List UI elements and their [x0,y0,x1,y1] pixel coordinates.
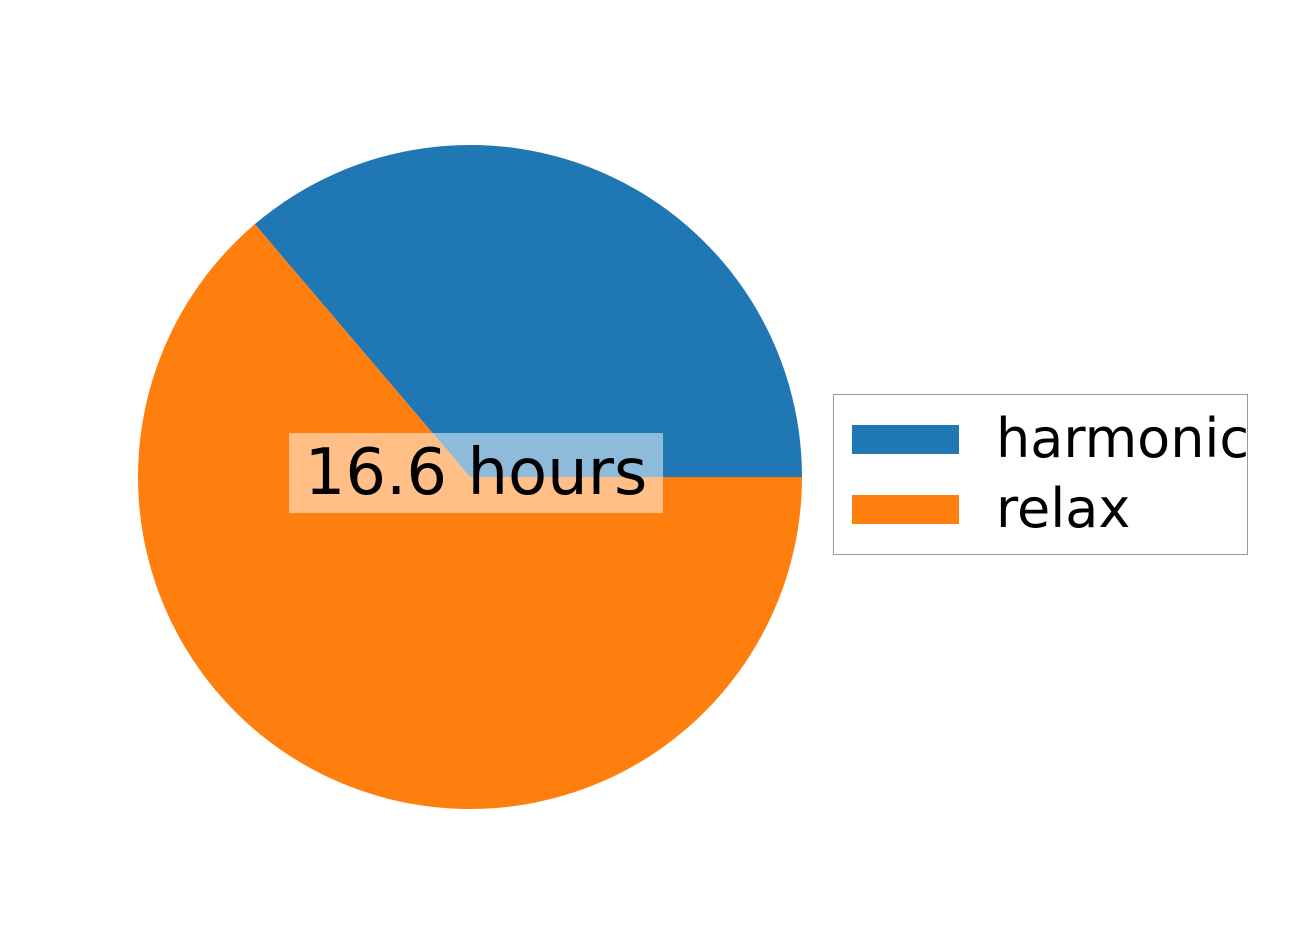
legend-swatch-relax [852,494,959,524]
legend-label-relax: relax [996,477,1131,540]
legend: harmonic relax [833,394,1250,555]
legend-swatch-harmonic [852,424,959,454]
pie-wedge-relax[interactable] [137,224,802,809]
pie-center-label-box: 16.6 hours [289,433,663,513]
pie-wedge-harmonic[interactable] [254,144,802,478]
pie-center-label-text: 16.6 hours [304,436,648,510]
legend-entry-relax[interactable]: relax [834,481,1247,537]
legend-label-harmonic: harmonic [996,407,1250,470]
legend-entry-harmonic[interactable]: harmonic [834,407,1250,470]
